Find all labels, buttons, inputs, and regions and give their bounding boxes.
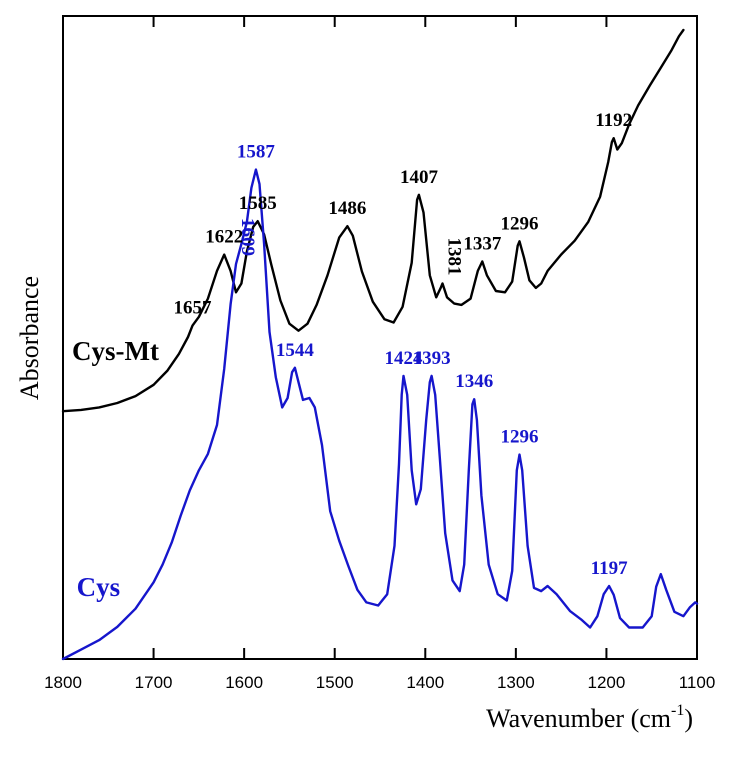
peak-label: 1585: [239, 193, 277, 214]
peak-label: 1622: [205, 227, 243, 248]
peak-label: 1337: [463, 233, 502, 254]
x-axis-title-main: Wavenumber (cm: [486, 704, 671, 733]
series-line-cys-mt: [61, 28, 685, 413]
peak-label: 1609: [237, 218, 258, 256]
x-tick-label: 1400: [406, 673, 444, 692]
series-label-cys-mt: Cys-Mt: [72, 336, 159, 366]
x-tick-label: 1200: [588, 673, 626, 692]
peak-label: 1486: [328, 198, 366, 219]
x-tick-label: 1500: [316, 673, 354, 692]
peak-label: 1657: [174, 298, 213, 319]
x-axis-title-close: ): [684, 704, 693, 733]
peak-label: 1192: [595, 110, 632, 131]
plot-frame: [62, 15, 698, 660]
peak-label: 1296: [500, 427, 538, 448]
peak-label: 1296: [500, 213, 538, 234]
x-tick-label: 1300: [497, 673, 535, 692]
peak-label: 1407: [400, 167, 439, 188]
peak-label: 1197: [591, 558, 628, 579]
y-axis-title: Absorbance: [15, 276, 44, 400]
series-label-cys: Cys: [77, 572, 121, 602]
series-labels: Cys-Mt Cys: [72, 336, 159, 602]
x-tick-label: 1700: [135, 673, 173, 692]
x-axis-title: Wavenumber (cm-1): [486, 702, 693, 733]
spectrum-curves: [61, 28, 699, 661]
peak-label: 1424: [385, 348, 424, 369]
series-line-cys: [61, 168, 699, 661]
peak-label: 1346: [455, 371, 493, 392]
peak-label: 1393: [413, 348, 451, 369]
peak-label: 1587: [237, 142, 276, 163]
x-axis-title-superscript: -1: [671, 702, 684, 719]
x-tick-label: 1100: [679, 673, 716, 692]
x-tick-label: 1800: [44, 673, 82, 692]
peak-label: 1544: [276, 340, 315, 361]
x-axis-ticks: 1800 1700 1600 1500 1400 1300 1200 1100: [44, 16, 715, 692]
x-tick-label: 1600: [225, 673, 263, 692]
peak-label: 1381: [443, 237, 464, 275]
